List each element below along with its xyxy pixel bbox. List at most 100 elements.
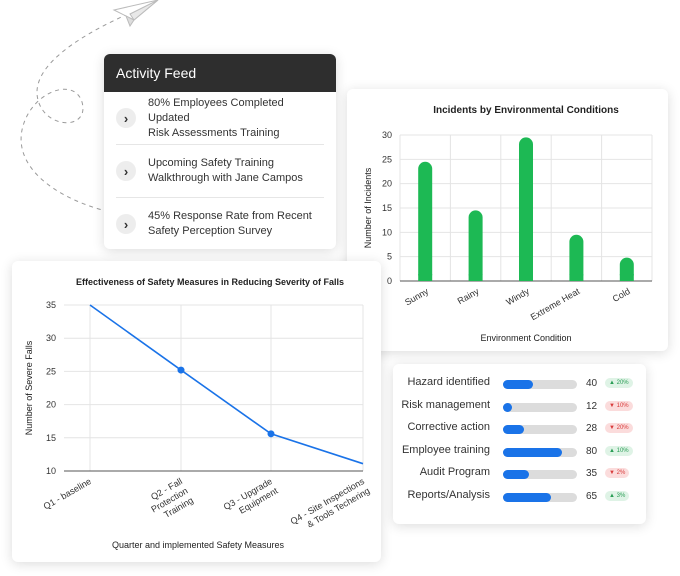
feed-item[interactable]: › 45% Response Rate from Recent Safety P… bbox=[116, 198, 324, 249]
metric-progress-bar bbox=[503, 380, 577, 389]
falls-chart-card: Effectiveness of Safety Measures in Redu… bbox=[12, 261, 381, 562]
x-tick-label: Q2 - FallProtectionTraining bbox=[144, 476, 195, 524]
activity-feed-card: Activity Feed › 80% Employees Completed … bbox=[104, 54, 336, 249]
metric-progress-fill bbox=[503, 380, 533, 389]
metric-row: Reports/Analysis 65 ▲ 3% bbox=[393, 487, 646, 507]
feed-item-line: Safety Perception Survey bbox=[148, 225, 273, 237]
y-tick-label: 30 bbox=[46, 333, 56, 343]
metric-label: Corrective action bbox=[407, 421, 490, 434]
trend-badge: ▼ 20% bbox=[605, 423, 633, 434]
metric-progress-fill bbox=[503, 493, 552, 502]
series-line bbox=[89, 304, 364, 465]
metric-progress-bar bbox=[503, 493, 577, 502]
incidents-chart-card: Incidents by Environmental Conditions 0 5 1… bbox=[347, 89, 668, 351]
x-tick-label-line: Q1 - baseline bbox=[42, 476, 93, 511]
feed-item-text: Upcoming Safety Training Walkthrough wit… bbox=[148, 156, 303, 186]
bar bbox=[418, 161, 433, 281]
bar-base bbox=[468, 274, 483, 281]
x-tick-label: Sunny bbox=[403, 286, 431, 308]
metric-label: Reports/Analysis bbox=[407, 489, 490, 501]
metric-progress-bar bbox=[503, 470, 577, 480]
x-tick-label: Windy bbox=[504, 286, 531, 307]
chart-title: Effectiveness of Safety Measures in Redu… bbox=[76, 277, 344, 287]
bar-base bbox=[569, 274, 584, 281]
x-axis-label: Environment Condition bbox=[480, 333, 571, 343]
trend-badge: ▼ 2% bbox=[605, 468, 630, 479]
y-tick-label: 25 bbox=[46, 366, 56, 376]
y-tick-label: 5 bbox=[387, 252, 392, 262]
metric-value: 12 bbox=[586, 400, 598, 412]
trend-badge: ▲ 10% bbox=[605, 445, 633, 456]
x-tick-label: Rainy bbox=[456, 286, 481, 306]
y-tick-label: 35 bbox=[46, 300, 56, 310]
y-tick-label: 20 bbox=[46, 400, 56, 410]
metric-row: Employee training 80 ▲ 10% bbox=[393, 442, 646, 462]
metric-label: Hazard identified bbox=[407, 376, 490, 388]
y-tick-label: 15 bbox=[46, 433, 56, 443]
metric-progress-fill bbox=[503, 470, 529, 480]
bar bbox=[468, 210, 483, 281]
metric-value: 80 bbox=[586, 445, 598, 457]
chevron-right-icon[interactable]: › bbox=[116, 214, 136, 234]
metric-progress-fill bbox=[503, 425, 524, 435]
feed-item-text: 45% Response Rate from Recent Safety Per… bbox=[148, 209, 312, 239]
metric-value: 40 bbox=[586, 378, 598, 389]
metric-progress-fill bbox=[503, 402, 512, 412]
x-tick-label: Q1 - baseline bbox=[42, 476, 93, 511]
trend-badge: ▲ 3% bbox=[605, 491, 630, 501]
metric-progress-fill bbox=[503, 447, 563, 457]
metric-value: 35 bbox=[586, 468, 598, 480]
metric-progress-bar bbox=[503, 402, 577, 412]
feed-item[interactable]: › 80% Employees Completed Updated Risk A… bbox=[116, 92, 324, 145]
y-tick-label: 30 bbox=[382, 130, 392, 140]
metrics-card: Hazard identified 40 ▲ 20% Risk management 1… bbox=[393, 364, 646, 524]
feed-item[interactable]: › Upcoming Safety Training Walkthrough w… bbox=[116, 145, 324, 198]
metric-label: Risk management bbox=[401, 398, 490, 411]
trend-badge: ▼ 10% bbox=[605, 400, 633, 411]
paper-plane-icon bbox=[112, 0, 159, 28]
data-point bbox=[177, 366, 185, 374]
incidents-bar-chart: Incidents by Environmental Conditions 0 5 1… bbox=[363, 105, 653, 343]
y-tick-label: 15 bbox=[382, 203, 392, 213]
chart-title: Incidents by Environmental Conditions bbox=[433, 105, 619, 116]
x-tick-label: Cold bbox=[611, 286, 632, 304]
chevron-right-icon[interactable]: › bbox=[116, 161, 136, 181]
metric-label: Audit Program bbox=[419, 466, 490, 479]
bar-base bbox=[619, 274, 634, 281]
bar-base bbox=[418, 274, 433, 281]
metric-progress-bar bbox=[503, 447, 577, 457]
metric-row: Corrective action 28 ▼ 20% bbox=[393, 419, 646, 439]
chevron-right-icon[interactable]: › bbox=[116, 108, 136, 128]
x-tick-label: Q4 - Site Inspections& Tools Techering bbox=[289, 476, 372, 536]
feed-item-line: Walkthrough with Jane Campos bbox=[148, 172, 303, 184]
metric-row: Hazard identified 40 ▲ 20% bbox=[393, 374, 646, 394]
metric-value: 28 bbox=[586, 423, 598, 435]
metric-row: Audit Program 35 ▼ 2% bbox=[393, 464, 646, 484]
feed-item-line: Upcoming Safety Training bbox=[148, 157, 274, 169]
metric-row: Risk management 12 ▼ 10% bbox=[393, 397, 646, 417]
feed-item-line: 80% Employees Completed Updated bbox=[148, 96, 284, 124]
bar bbox=[519, 137, 533, 281]
y-tick-label: 10 bbox=[382, 227, 392, 237]
metric-label: Employee training bbox=[401, 443, 490, 456]
y-axis-label: Number of Incidents bbox=[363, 167, 373, 248]
metric-progress-bar bbox=[503, 425, 577, 435]
feed-item-text: 80% Employees Completed Updated Risk Ass… bbox=[148, 96, 324, 141]
data-point bbox=[267, 430, 275, 438]
x-axis-label: Quarter and implemented Safety Measures bbox=[112, 540, 285, 550]
feed-item-line: 45% Response Rate from Recent bbox=[148, 210, 312, 222]
y-tick-label: 0 bbox=[387, 276, 392, 286]
x-tick-label: Extreme Heat bbox=[529, 286, 582, 322]
x-tick-label: Q3 - UpgradeEquipment bbox=[222, 476, 280, 522]
feed-item-line: Risk Assessments Training bbox=[148, 126, 280, 139]
y-axis-label: Number of Severe Falls bbox=[24, 340, 34, 435]
metric-value: 65 bbox=[586, 491, 598, 502]
y-tick-label: 25 bbox=[382, 154, 392, 164]
bar-base bbox=[519, 274, 533, 281]
y-tick-label: 20 bbox=[382, 179, 392, 189]
falls-line-chart: Effectiveness of Safety Measures in Redu… bbox=[24, 277, 372, 550]
trend-badge: ▲ 20% bbox=[605, 378, 633, 388]
bar bbox=[569, 234, 584, 281]
y-tick-label: 10 bbox=[46, 466, 56, 476]
